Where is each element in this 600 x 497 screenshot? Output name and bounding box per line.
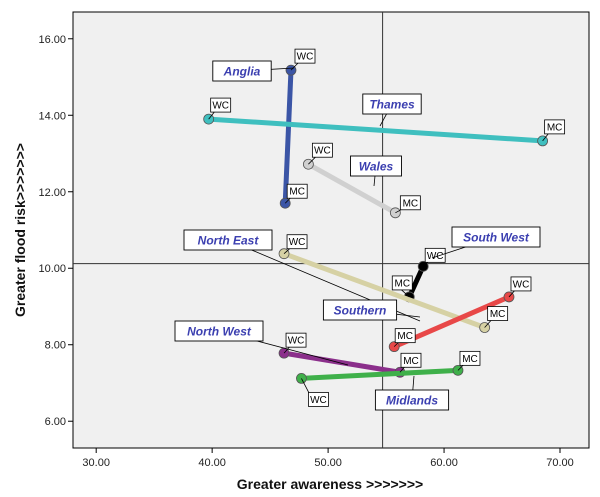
point-tag-label: WC — [314, 146, 331, 157]
series-line — [406, 263, 426, 300]
point-tag-box — [544, 119, 566, 135]
y-tick-label: 6.00 — [45, 416, 66, 428]
region-label-box — [212, 60, 272, 82]
point-tag-label: MC — [462, 354, 478, 365]
y-tick-label: 8.00 — [45, 340, 66, 352]
region-label-box — [322, 299, 398, 321]
series-line — [305, 161, 398, 216]
point-tag-label: MC — [490, 309, 506, 320]
y-tick-label: 10.00 — [38, 263, 66, 275]
point-tag-box — [311, 142, 333, 158]
point-tag-box — [286, 183, 308, 199]
x-tick-label: 70.00 — [546, 457, 574, 469]
series-line — [281, 251, 488, 331]
series-line — [298, 367, 461, 381]
x-tick-label: 30.00 — [82, 457, 110, 469]
y-tick-label: 14.00 — [38, 110, 66, 122]
annotation-group: WC MC Anglia WC MC Thames WC MC Wales WC MC South W… — [174, 48, 566, 411]
y-tick-label: 16.00 — [38, 34, 66, 46]
region-label: South West — [463, 231, 530, 245]
point-tag-label: WC — [427, 251, 444, 262]
x-axis-title: Greater awareness >>>>>>> — [237, 476, 423, 492]
region-label: Midlands — [386, 394, 438, 408]
point-tag-label: WC — [288, 336, 305, 347]
point-tag-label: MC — [394, 278, 410, 289]
point-tag-label: MC — [289, 187, 305, 198]
region-label: Wales — [359, 160, 394, 174]
region-label-box — [451, 226, 541, 248]
point-tag-label: MC — [397, 331, 413, 342]
point-tag-label: WC — [310, 395, 327, 406]
point-tag-label: MC — [547, 122, 563, 133]
series-line — [206, 116, 546, 144]
point-tag-label: MC — [403, 198, 419, 209]
point-tag-label: WC — [289, 237, 306, 248]
region-label: Thames — [369, 98, 415, 112]
point-tag-box — [400, 352, 422, 368]
point-tag-box — [210, 97, 232, 113]
x-tick-label: 40.00 — [198, 457, 226, 469]
axis-ticks: 30.00 40.00 50.00 60.00 70.00 6.00 8.00 10.00 12… — [38, 34, 573, 469]
point-tag-box — [391, 275, 413, 291]
point-tag-box — [394, 328, 416, 344]
y-axis-title: Greater flood risk>>>>>>> — [12, 143, 28, 317]
region-label-box — [374, 389, 450, 411]
point-tag-box — [459, 350, 481, 366]
point-tag-box — [294, 48, 316, 64]
region-label: Anglia — [223, 65, 261, 79]
point-tag-box — [510, 276, 532, 292]
point-tag-label: MC — [403, 356, 419, 367]
series-line — [281, 350, 403, 375]
point-tag-box — [308, 391, 329, 407]
point-tag-box — [285, 332, 307, 348]
point-tag-label: WC — [513, 279, 530, 290]
point-tag-box — [286, 234, 308, 250]
region-label-box — [183, 229, 273, 251]
point-tag-box — [487, 306, 509, 321]
region-label-box — [362, 93, 422, 115]
point-tag-label: WC — [212, 101, 229, 112]
y-tick-label: 12.00 — [38, 187, 66, 199]
region-label: Southern — [334, 304, 387, 318]
point-tag-label: WC — [297, 52, 314, 63]
region-label-box — [174, 320, 264, 342]
x-tick-label: 50.00 — [314, 457, 342, 469]
region-label: North West — [187, 325, 252, 339]
series-line — [282, 67, 294, 206]
region-label-box — [350, 155, 402, 177]
point-tag-box — [399, 195, 421, 211]
point-tag-box — [424, 247, 446, 263]
region-label: North East — [198, 234, 260, 248]
x-tick-label: 60.00 — [430, 457, 458, 469]
